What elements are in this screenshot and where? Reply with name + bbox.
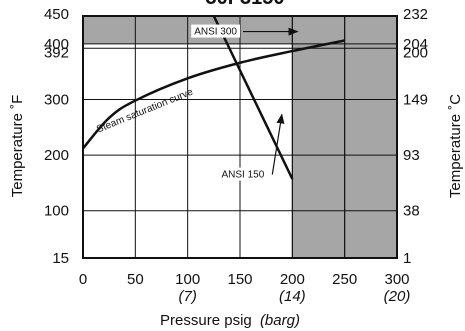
y-right-tick-label-0: 232 xyxy=(403,6,428,23)
x-tick-label-6: 300 xyxy=(384,271,409,288)
x-tick-label-2: 100 xyxy=(175,271,200,288)
x-axis-label: Pressure psig xyxy=(160,312,252,329)
y-left-tick-label-5: 100 xyxy=(44,203,69,220)
y-right-tick-label-6: 1 xyxy=(403,250,411,267)
y-right-tick-label-5: 38 xyxy=(403,203,420,220)
annotation-arrow-1 xyxy=(271,113,285,175)
y-left-tick-label-2: 392 xyxy=(44,44,69,61)
annotation-label-1: ANSI 150 xyxy=(222,170,265,181)
plot-frame xyxy=(82,15,398,259)
x-tick-label-1: 50 xyxy=(127,271,144,288)
annotation-box-0 xyxy=(191,24,240,38)
x-tick-label-3: 150 xyxy=(227,271,252,288)
x-tick-label-5: 250 xyxy=(332,271,357,288)
x-tick-label-0: 0 xyxy=(79,271,87,288)
series-line-0 xyxy=(82,39,345,150)
y-right-tick-label-1: 204 xyxy=(403,36,428,53)
x-tick-sublabel-2: (7) xyxy=(178,288,196,305)
x-axis-title: Pressure psig (barg) xyxy=(160,312,300,329)
chart-title-fragment: 30F3150 xyxy=(206,0,285,9)
y-left-tick-label-0: 450 xyxy=(44,6,69,23)
series-line-1 xyxy=(212,15,294,180)
x-tick-sublabel-6: (20) xyxy=(384,288,411,305)
x-tick-label-4: 200 xyxy=(280,271,305,288)
y-axis-right-title: Temperature ˚C xyxy=(447,94,464,198)
y-axis-left-title: Temperature ˚F xyxy=(9,95,26,198)
y-right-tick-label-3: 149 xyxy=(403,91,428,108)
x-axis-unit: (barg) xyxy=(260,312,300,329)
series-label-0: Steam saturation curve xyxy=(95,87,195,136)
x-tick-sublabel-4: (14) xyxy=(279,288,306,305)
y-left-tick-label-6: 15 xyxy=(52,250,69,267)
y-right-tick-label-2: 200 xyxy=(403,44,428,61)
y-right-tick-label-4: 93 xyxy=(403,147,420,164)
y-left-tick-label-4: 200 xyxy=(44,147,69,164)
annotation-box-1 xyxy=(218,167,268,181)
y-left-tick-label-3: 300 xyxy=(44,91,69,108)
annotations: ANSI 300 ANSI 150 xyxy=(191,24,299,181)
annotation-label-0: ANSI 300 xyxy=(194,27,237,38)
y-left-tick-label-1: 400 xyxy=(44,36,69,53)
